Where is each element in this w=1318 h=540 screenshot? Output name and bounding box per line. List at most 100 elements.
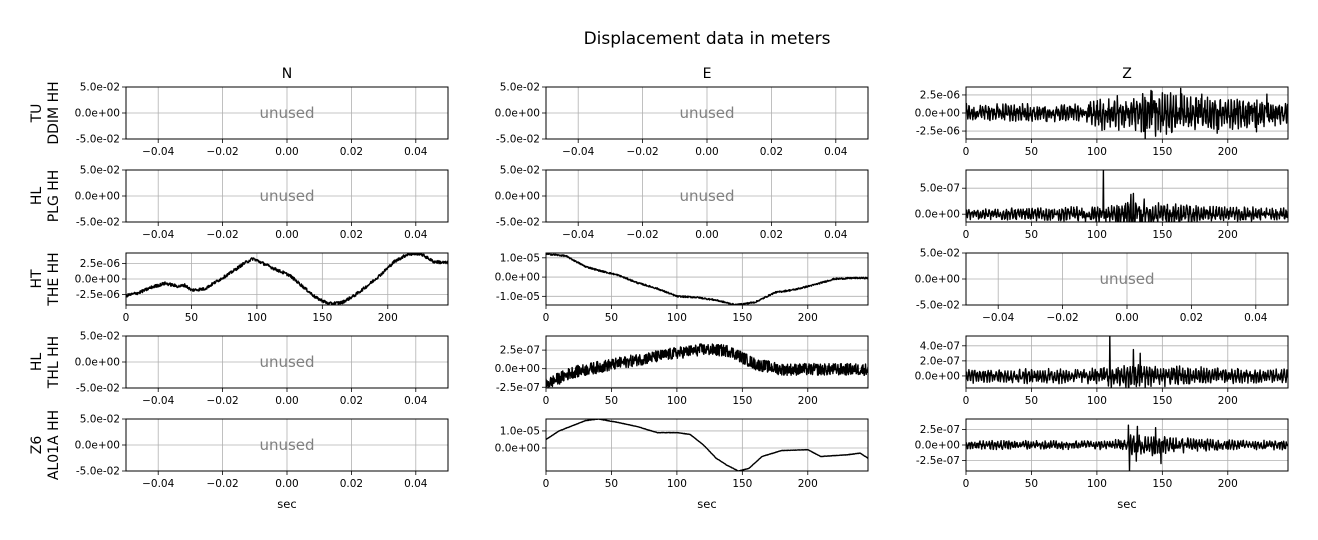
x-tick-label: −0.04	[142, 146, 174, 158]
y-tick-label: -2.5e-06	[916, 126, 960, 138]
row-label-1: HL PLG HH	[29, 170, 62, 223]
y-tick-label: 4.0e-07	[920, 340, 960, 352]
x-tick-label: 0.00	[275, 395, 298, 407]
panel-r3-z: 0 50 100 150 200 4.0e-07 2.0e-07 0.0e+00	[915, 335, 1289, 407]
y-tick-label: 0.0e+00	[75, 108, 120, 120]
row-label-3: HL THL HH	[29, 336, 62, 389]
x-tick-label: 0.04	[404, 395, 428, 407]
axes-frame	[545, 86, 869, 140]
y-tick-label: 0.0e+00	[915, 274, 960, 286]
y-tick-label: -5.0e-02	[76, 134, 120, 146]
y-tick-label: 2.0e-07	[920, 355, 960, 367]
panel-r0-z: 0 50 100 150 200 2.5e-06 0.0e+00 -2.5e-06	[915, 86, 1289, 158]
y-tick-label: 0.0e+00	[495, 442, 540, 454]
panel-unused-r1-n: −0.04 −0.02 0.00 0.02 0.04 5.0e-02 0.0e+00 -5.0…	[75, 165, 449, 241]
panel-unused-r0-e: −0.04 −0.02 0.00 0.02 0.04 5.0e-02 0.0e+00 -5.0…	[495, 82, 869, 158]
row-label-station: AL01A HH	[46, 410, 62, 480]
x-axis-label-z: sec	[1117, 497, 1136, 511]
x-tick-label: −0.02	[207, 478, 239, 490]
x-tick-label: 50	[605, 312, 618, 324]
row-label-station: THE HH	[46, 252, 62, 306]
unused-label: unused	[1099, 270, 1154, 288]
x-tick-label: 0	[963, 478, 970, 490]
column-title-e: E	[703, 66, 712, 82]
y-tick-label: 2.5e-07	[920, 424, 960, 436]
y-tick-label: 0.0e+00	[495, 272, 540, 284]
x-tick-label: 200	[1218, 229, 1238, 241]
x-tick-label: 0.02	[340, 229, 363, 241]
x-tick-label: 0.00	[275, 146, 298, 158]
axes-frame	[545, 169, 869, 223]
x-tick-label: 200	[378, 312, 398, 324]
y-tick-label: -5.0e-02	[496, 134, 540, 146]
x-tick-label: −0.04	[982, 312, 1014, 324]
unused-label: unused	[259, 104, 314, 122]
y-tick-label: 1.0e-05	[500, 425, 540, 437]
y-tick-label: 5.0e-02	[80, 82, 120, 94]
x-tick-label: −0.04	[142, 395, 174, 407]
axes-frame	[125, 418, 449, 472]
axes-frame	[965, 418, 1289, 472]
axes-frame	[545, 418, 869, 472]
y-tick-label: 5.0e-07	[920, 183, 960, 195]
axes-frame	[965, 169, 1289, 223]
x-tick-label: 100	[1087, 229, 1107, 241]
panel-unused-r3-n: −0.04 −0.02 0.00 0.02 0.04 5.0e-02 0.0e+00 -5.0…	[75, 331, 449, 407]
x-tick-label: 50	[1025, 146, 1038, 158]
x-tick-label: 0.02	[760, 146, 783, 158]
x-tick-label: 100	[667, 312, 687, 324]
x-tick-label: −0.02	[207, 395, 239, 407]
panel-r4-e: 0 50 100 150 200 1.0e-05 0.0e+00	[495, 418, 869, 490]
row-label-4: Z6 AL01A HH	[29, 410, 62, 480]
y-tick-label: -2.5e-06	[76, 289, 120, 301]
y-tick-label: 2.5e-07	[500, 345, 540, 357]
y-tick-label: 0.0e+00	[75, 357, 120, 369]
x-tick-label: 0.02	[760, 229, 783, 241]
x-tick-label: −0.02	[207, 146, 239, 158]
axes-frame	[545, 335, 869, 389]
axes-frame	[125, 86, 449, 140]
waveform-trace	[546, 253, 868, 305]
x-tick-label: 150	[1152, 146, 1172, 158]
panel-r1-z: 0 50 100 150 200 5.0e-07 0.0e+00	[915, 169, 1289, 241]
axes-frame	[125, 252, 449, 306]
panel-r4-z: 0 50 100 150 200 2.5e-07 0.0e+00 -2.5e-07	[915, 418, 1289, 490]
column-title-n: N	[282, 66, 292, 82]
axes-frame	[965, 86, 1289, 140]
panel-unused-r0-n: −0.04 −0.02 0.00 0.02 0.04 5.0e-02 0.0e+00 -5.0…	[75, 82, 449, 158]
waveform-trace	[546, 343, 868, 388]
x-tick-label: 0.02	[340, 478, 363, 490]
row-label-network: TU	[29, 104, 45, 124]
x-tick-label: 150	[732, 312, 752, 324]
y-tick-label: 1.0e-05	[500, 252, 540, 264]
y-tick-label: -5.0e-02	[496, 217, 540, 229]
y-tick-label: -5.0e-02	[76, 383, 120, 395]
row-label-network: Z6	[29, 436, 45, 455]
x-tick-label: 50	[1025, 395, 1038, 407]
x-tick-label: 0	[543, 478, 550, 490]
x-tick-label: 0.00	[695, 229, 718, 241]
axes-frame	[545, 252, 869, 306]
x-axis-label-n: sec	[277, 497, 296, 511]
axes-frame	[965, 335, 1289, 389]
x-tick-label: 0	[963, 229, 970, 241]
x-tick-label: 200	[798, 478, 818, 490]
y-tick-label: 2.5e-06	[80, 258, 121, 270]
x-tick-label: 0.00	[275, 229, 298, 241]
x-tick-label: 0.04	[404, 146, 428, 158]
y-tick-label: 0.0e+00	[915, 440, 960, 452]
x-tick-label: 100	[247, 312, 267, 324]
x-tick-label: −0.04	[562, 229, 594, 241]
row-label-station: PLG HH	[46, 170, 62, 223]
y-tick-label: 5.0e-02	[80, 165, 120, 177]
y-tick-label: 0.0e+00	[495, 363, 540, 375]
y-tick-label: 2.5e-06	[920, 89, 961, 101]
panel-unused-r4-n: −0.04 −0.02 0.00 0.02 0.04 5.0e-02 0.0e+00 -5.0…	[75, 414, 449, 490]
x-tick-label: −0.02	[627, 146, 659, 158]
panel-unused-r2-z: −0.04 −0.02 0.00 0.02 0.04 5.0e-02 0.0e+00 -5.0…	[915, 248, 1289, 324]
x-tick-label: 150	[732, 478, 752, 490]
y-tick-label: 5.0e-02	[920, 248, 960, 260]
x-tick-label: 200	[1218, 395, 1238, 407]
